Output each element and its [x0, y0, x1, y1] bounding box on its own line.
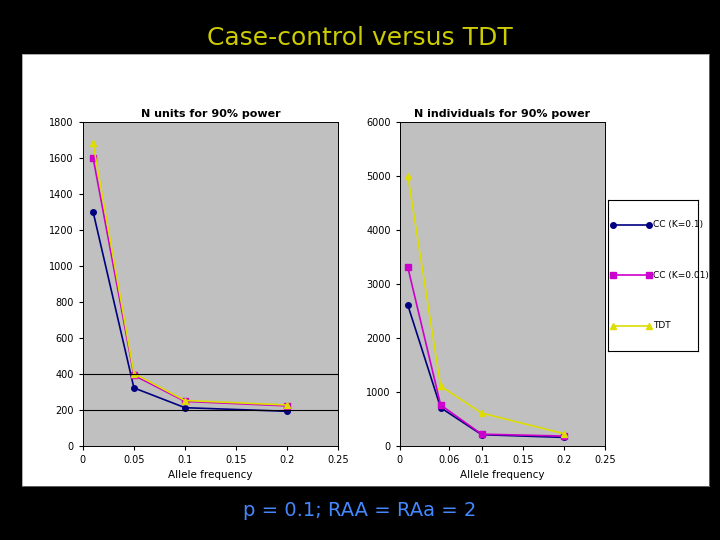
- Text: TDT: TDT: [654, 321, 671, 330]
- Title: N units for 90% power: N units for 90% power: [141, 109, 280, 119]
- Text: CC (K=0.01): CC (K=0.01): [654, 271, 709, 280]
- Text: CC (K=0.1): CC (K=0.1): [654, 220, 703, 230]
- Text: p = 0.1; RAA = RAa = 2: p = 0.1; RAA = RAa = 2: [243, 501, 477, 520]
- X-axis label: Allele frequency: Allele frequency: [460, 470, 544, 480]
- Title: N individuals for 90% power: N individuals for 90% power: [414, 109, 590, 119]
- X-axis label: Allele frequency: Allele frequency: [168, 470, 253, 480]
- Text: Case-control versus TDT: Case-control versus TDT: [207, 26, 513, 50]
